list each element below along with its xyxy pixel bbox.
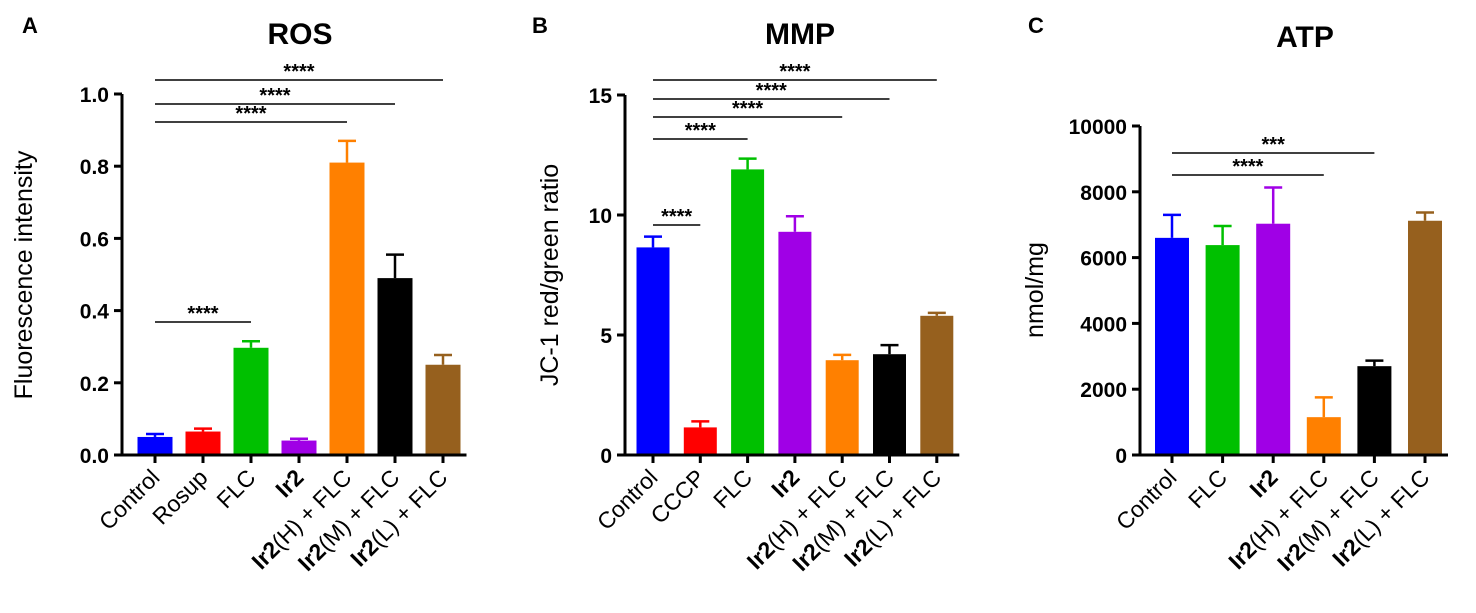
y-tick-label: 10000 <box>1069 116 1127 139</box>
panel-letter-b: B <box>532 13 548 38</box>
bar <box>731 169 765 455</box>
panel-letter-c: C <box>1028 13 1044 38</box>
x-tick-label: FLC <box>708 464 757 513</box>
panel-a: A ROS Fluorescence intensity 0.0 0.2 0.4 0.… <box>10 13 467 576</box>
bar <box>1155 237 1189 455</box>
x-tick-label: FLC <box>211 464 260 513</box>
significance-label: **** <box>259 85 290 107</box>
panel-letter-a: A <box>22 13 38 38</box>
y-tick-label: 1.0 <box>80 84 109 107</box>
x-tick-label: Rosup <box>147 464 212 529</box>
bar <box>185 431 221 455</box>
significance-label: **** <box>235 103 266 125</box>
x-tick-label: Control <box>1111 464 1182 535</box>
bar <box>1256 223 1291 455</box>
bar <box>1306 417 1341 455</box>
y-tick-label: 2000 <box>1080 379 1127 402</box>
x-tick-label: Control <box>94 464 165 535</box>
y-tick-label: 0.2 <box>80 373 109 396</box>
bar <box>636 247 670 455</box>
bar <box>873 354 906 455</box>
x-tick-label: CCCP <box>645 464 709 528</box>
bar <box>1205 245 1240 455</box>
bar <box>1408 220 1442 455</box>
significance-label: **** <box>732 98 763 120</box>
y-axis-label-a: Fluorescence intensity <box>10 150 38 399</box>
y-axis-label-c: nmol/mg <box>1021 242 1049 338</box>
significance-label: **** <box>187 303 218 325</box>
x-tick-label: FLC <box>1183 464 1232 513</box>
bar <box>425 364 461 455</box>
y-tick-label: 0.0 <box>80 445 109 468</box>
bar <box>137 436 173 455</box>
panel-c: C ATP nmol/mg 0 2000 4000 6000 8000 10000 Cont… <box>1021 13 1448 576</box>
y-tick-label: 0 <box>1115 445 1127 468</box>
chart-title-c: ATP <box>1276 21 1334 54</box>
significance-label: **** <box>1232 156 1263 178</box>
y-tick-label: 6000 <box>1080 248 1127 271</box>
y-tick-label: 0.6 <box>80 228 109 251</box>
bar <box>377 278 413 455</box>
bar <box>920 315 954 455</box>
bar <box>683 427 717 455</box>
significance-label: **** <box>283 61 314 83</box>
y-tick-label: 0.4 <box>80 301 110 324</box>
x-tick-label: Ir2 <box>270 464 308 502</box>
y-tick-label: 10 <box>589 205 612 228</box>
y-tick-label: 0.8 <box>80 156 110 179</box>
y-axis-label-b: JC-1 red/green ratio <box>536 164 564 386</box>
x-tick-label: Ir2 <box>1244 464 1282 502</box>
y-tick-label: 15 <box>589 85 613 108</box>
chart-title-a: ROS <box>267 18 332 51</box>
significance-label: *** <box>1262 134 1286 156</box>
bar <box>233 347 269 455</box>
significance-label: **** <box>779 61 810 83</box>
x-tick-label: Ir2 <box>766 464 804 502</box>
y-tick-label: 5 <box>600 325 612 348</box>
bar <box>778 231 812 455</box>
bar <box>1357 366 1392 455</box>
significance-label: **** <box>661 206 692 228</box>
y-tick-label: 8000 <box>1080 182 1127 205</box>
significance-label: **** <box>756 80 787 102</box>
bar <box>329 162 365 455</box>
bar <box>281 440 317 455</box>
significance-label: **** <box>685 120 716 142</box>
y-tick-label: 0 <box>600 445 612 468</box>
chart-title-b: MMP <box>765 18 835 51</box>
y-tick-label: 4000 <box>1080 313 1127 336</box>
panel-b: B MMP JC-1 red/green ratio 0 5 10 15 Control… <box>532 13 960 576</box>
x-tick-label: Control <box>592 464 663 535</box>
bar <box>825 360 859 455</box>
